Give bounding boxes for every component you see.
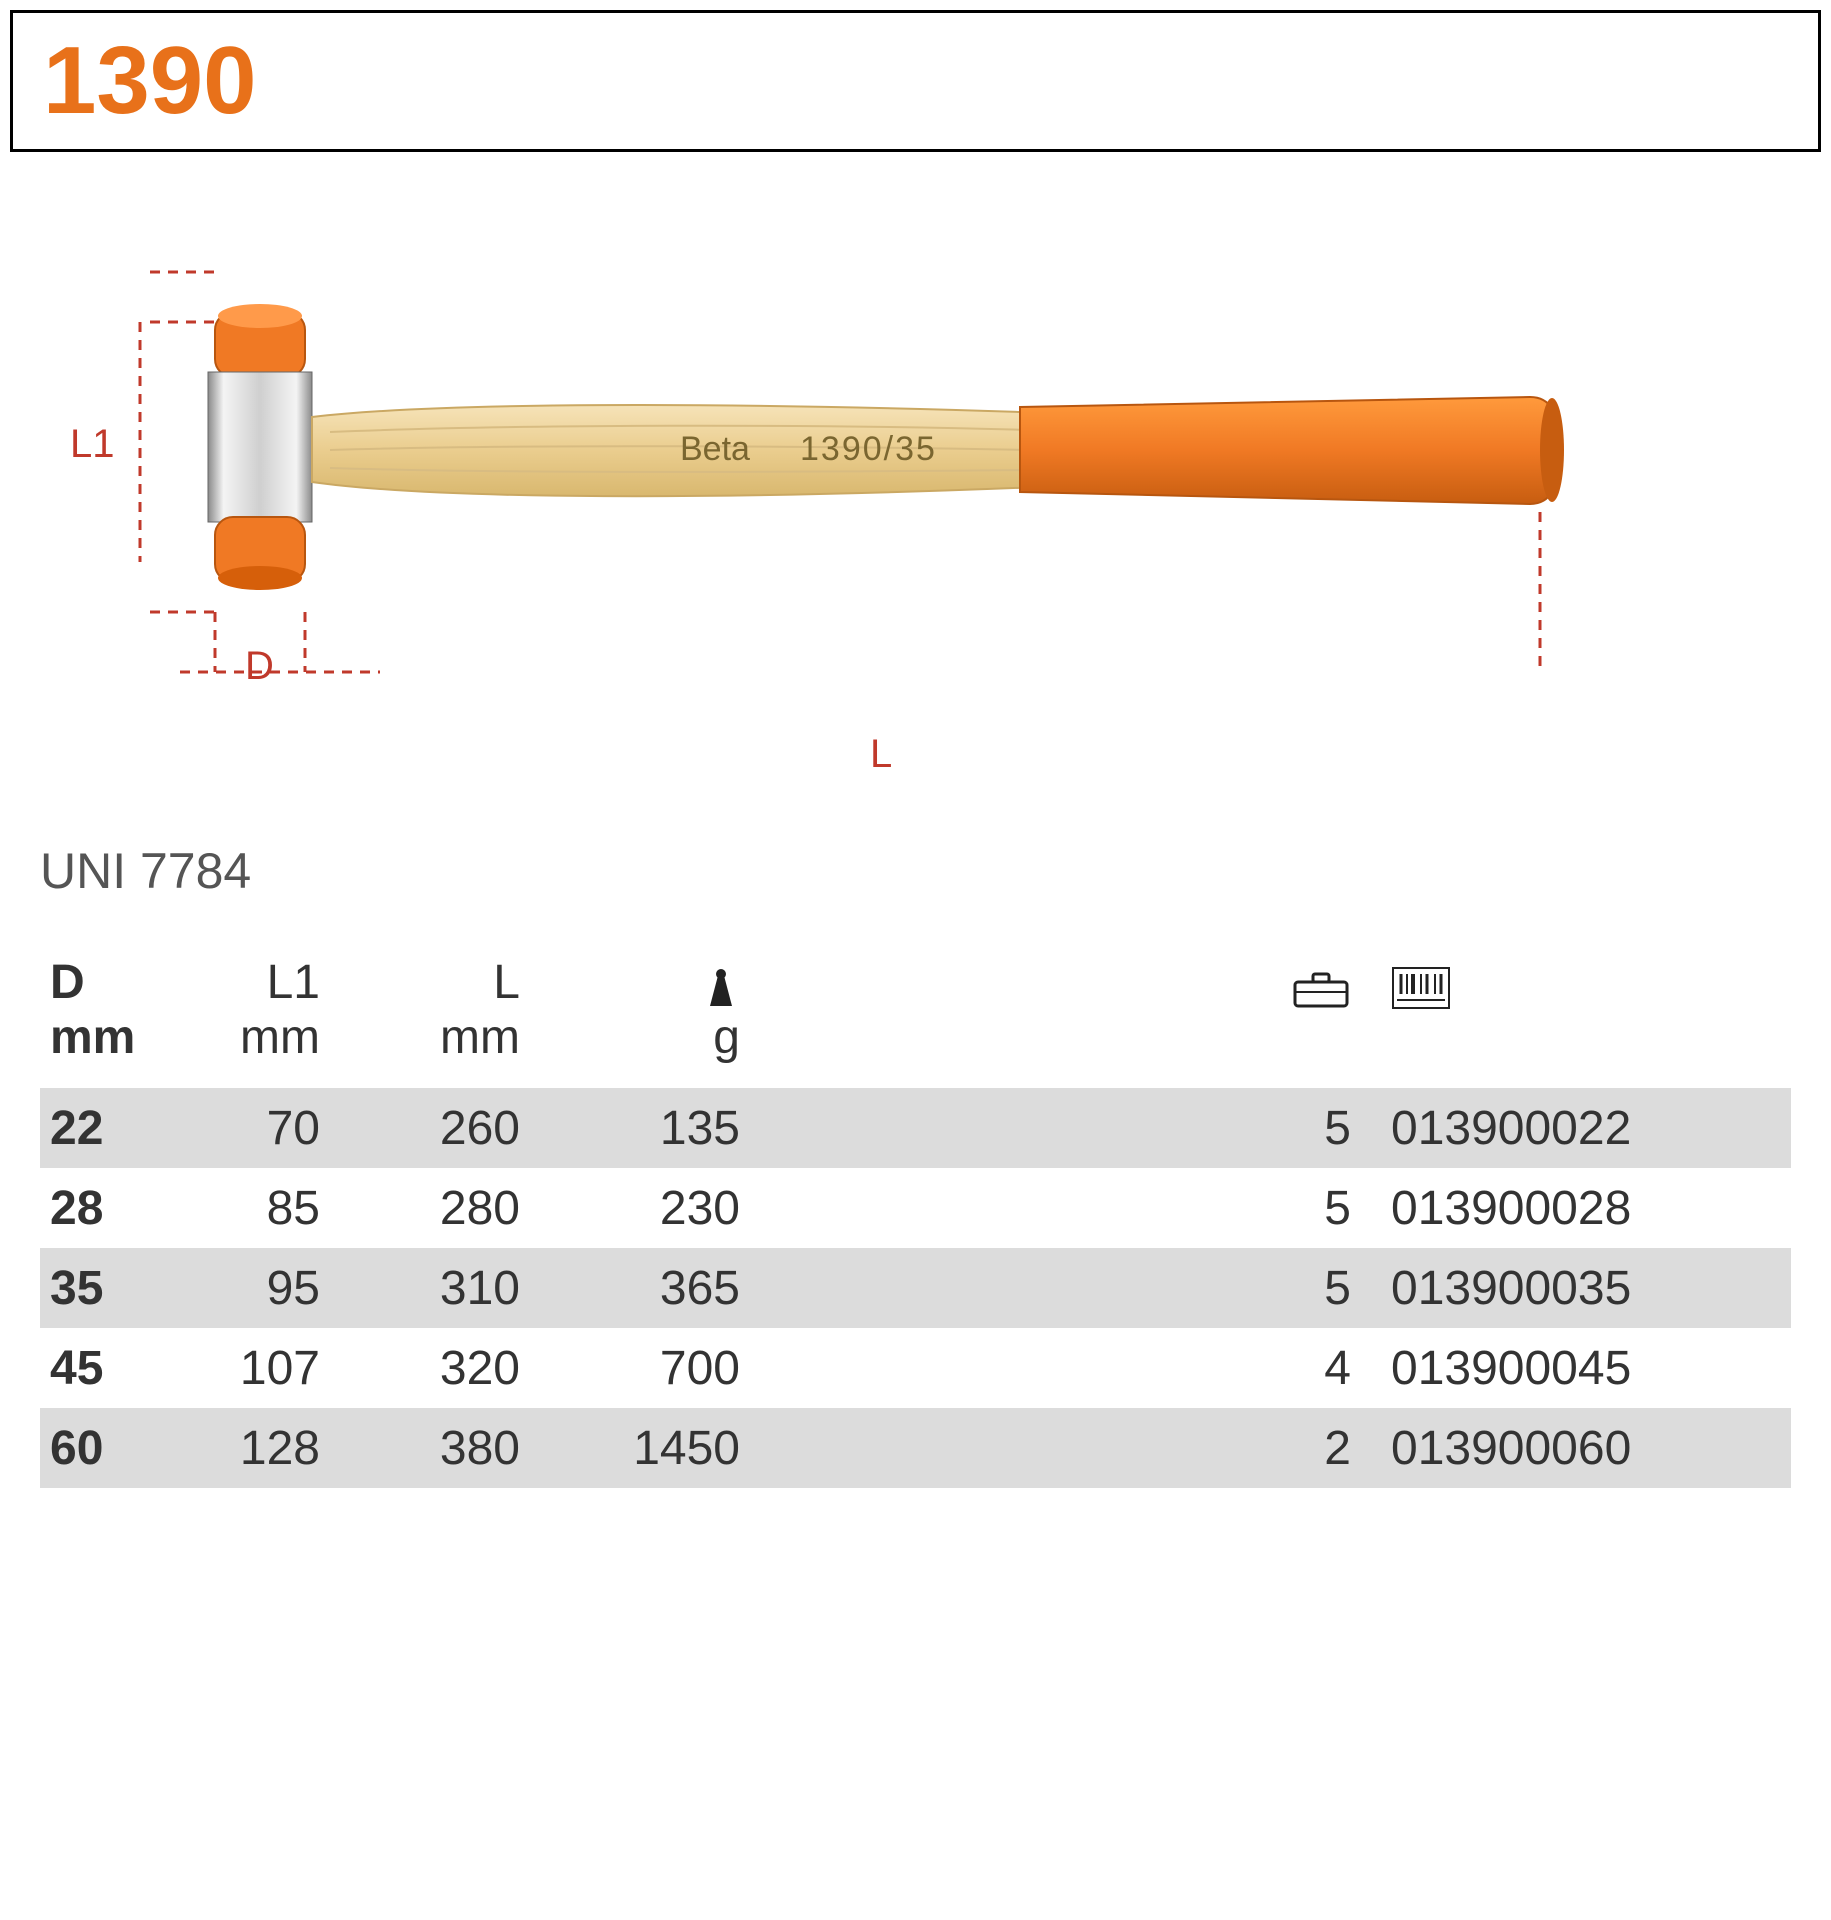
standard-reference: UNI 7784 — [0, 842, 1831, 940]
model-marking: 1390/35 — [800, 430, 937, 468]
cell-l1: 107 — [180, 1341, 360, 1396]
dim-label-l: L — [870, 732, 892, 777]
table-row: 45 107 320 700 4 013900045 — [40, 1328, 1791, 1408]
table-row: 28 85 280 230 5 013900028 — [40, 1168, 1791, 1248]
cell-g: 700 — [560, 1341, 780, 1396]
col-header-l: L — [360, 955, 560, 1010]
catalog-page: 1390 — [0, 10, 1831, 1488]
hammer-illustration: Beta 1390/35 — [120, 252, 1680, 712]
cell-d: 28 — [40, 1181, 180, 1236]
cell-d: 35 — [40, 1261, 180, 1316]
cell-l1: 85 — [180, 1181, 360, 1236]
unit-g: g — [560, 1010, 780, 1065]
cell-pkg: 5 — [1251, 1261, 1371, 1316]
cell-code: 013900045 — [1371, 1341, 1791, 1396]
unit-l: mm — [360, 1010, 560, 1065]
cell-l1: 128 — [180, 1421, 360, 1476]
dim-label-l1: L1 — [70, 422, 115, 467]
barcode-icon — [1371, 966, 1791, 1010]
product-diagram: Beta 1390/35 L1 D L — [0, 192, 1831, 842]
cell-g: 365 — [560, 1261, 780, 1316]
cell-l: 380 — [360, 1421, 560, 1476]
table-header-top: D L1 L — [40, 940, 1791, 1010]
col-header-l1: L1 — [180, 955, 360, 1010]
cell-g: 135 — [560, 1101, 780, 1156]
cell-g: 230 — [560, 1181, 780, 1236]
cell-g: 1450 — [560, 1421, 780, 1476]
unit-d: mm — [40, 1010, 180, 1065]
cell-l: 320 — [360, 1341, 560, 1396]
cell-pkg: 5 — [1251, 1181, 1371, 1236]
case-icon — [1251, 970, 1371, 1010]
table-row: 22 70 260 135 5 013900022 — [40, 1088, 1791, 1168]
cell-l1: 70 — [180, 1101, 360, 1156]
spec-table: D L1 L — [0, 940, 1831, 1488]
cell-code: 013900028 — [1371, 1181, 1791, 1236]
cell-code: 013900035 — [1371, 1261, 1791, 1316]
cell-l: 280 — [360, 1181, 560, 1236]
weight-icon — [560, 966, 780, 1010]
cell-d: 22 — [40, 1101, 180, 1156]
cell-pkg: 2 — [1251, 1421, 1371, 1476]
unit-l1: mm — [180, 1010, 360, 1065]
table-header-bottom: mm mm mm g — [40, 1010, 1791, 1080]
title-box: 1390 — [10, 10, 1821, 152]
dim-label-d: D — [245, 644, 274, 689]
cell-pkg: 5 — [1251, 1101, 1371, 1156]
product-number: 1390 — [43, 33, 1788, 129]
cell-d: 45 — [40, 1341, 180, 1396]
cell-pkg: 4 — [1251, 1341, 1371, 1396]
cell-code: 013900022 — [1371, 1101, 1791, 1156]
cell-d: 60 — [40, 1421, 180, 1476]
table-row: 35 95 310 365 5 013900035 — [40, 1248, 1791, 1328]
cell-l1: 95 — [180, 1261, 360, 1316]
brand-marking: Beta — [680, 430, 750, 468]
col-header-d: D — [40, 955, 180, 1010]
cell-code: 013900060 — [1371, 1421, 1791, 1476]
cell-l: 260 — [360, 1101, 560, 1156]
cell-l: 310 — [360, 1261, 560, 1316]
table-row: 60 128 380 1450 2 013900060 — [40, 1408, 1791, 1488]
